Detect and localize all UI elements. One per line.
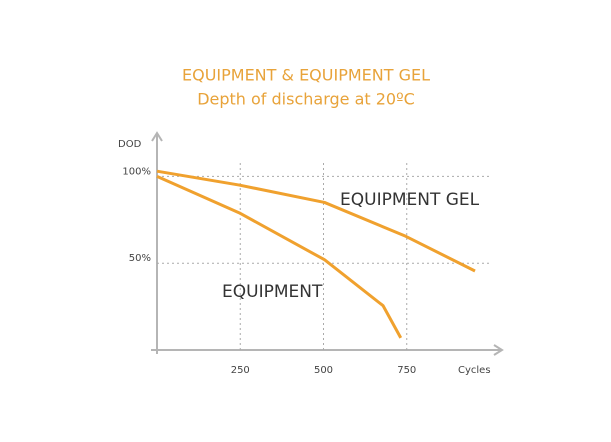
y-axis-arrow (151, 131, 163, 142)
series-label: EQUIPMENT (222, 282, 323, 302)
y-tick-label: 100% (122, 166, 151, 177)
x-tick-label: 250 (231, 365, 250, 376)
y-axis-label: DOD (118, 139, 142, 150)
x-axis-label: Cycles (458, 365, 491, 376)
x-tick-label: 500 (314, 365, 333, 376)
series-label: EQUIPMENT GEL (340, 190, 480, 210)
series-line (156, 169, 476, 273)
x-axis-arrow (493, 344, 504, 356)
chart-subtitle: Depth of discharge at 20ºC (197, 90, 415, 109)
chart-title: EQUIPMENT & EQUIPMENT GEL (182, 66, 430, 85)
series-line (156, 175, 403, 339)
x-tick-label: 750 (397, 365, 416, 376)
y-tick-label: 50% (129, 253, 151, 264)
